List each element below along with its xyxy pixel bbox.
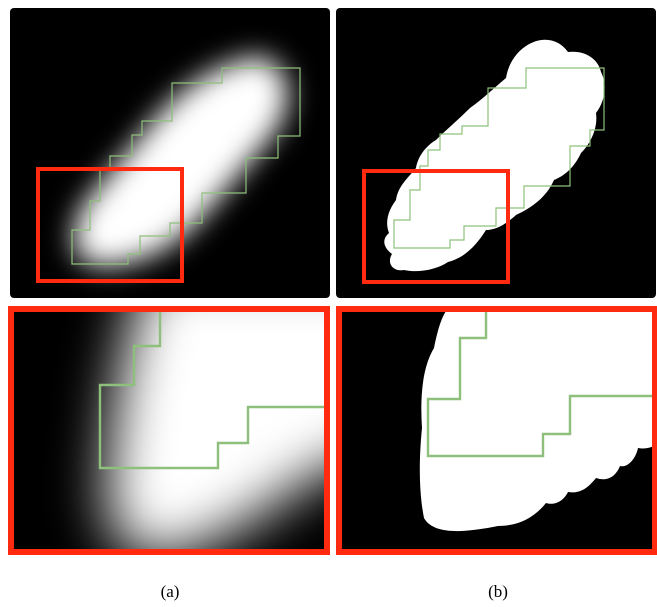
panel-a-full <box>10 8 330 298</box>
panel-b-zoom <box>336 306 657 555</box>
blurred-blob-zoom <box>107 308 328 553</box>
zoom-frame <box>336 306 657 555</box>
panel-a-zoom <box>8 306 330 555</box>
contour-outline <box>393 67 605 249</box>
caption-a: (a) <box>160 582 180 601</box>
caption-b: (b) <box>488 582 508 601</box>
highlight-box <box>36 167 184 283</box>
binary-mask-zoom <box>419 308 656 531</box>
panel-b-full <box>336 8 656 298</box>
zoom-frame <box>8 306 330 555</box>
highlight-box <box>362 169 510 284</box>
blurred-blob <box>73 56 288 266</box>
binary-mask <box>384 39 605 272</box>
contour-outline-zoom <box>426 308 656 458</box>
contour-outline-zoom <box>98 308 328 470</box>
